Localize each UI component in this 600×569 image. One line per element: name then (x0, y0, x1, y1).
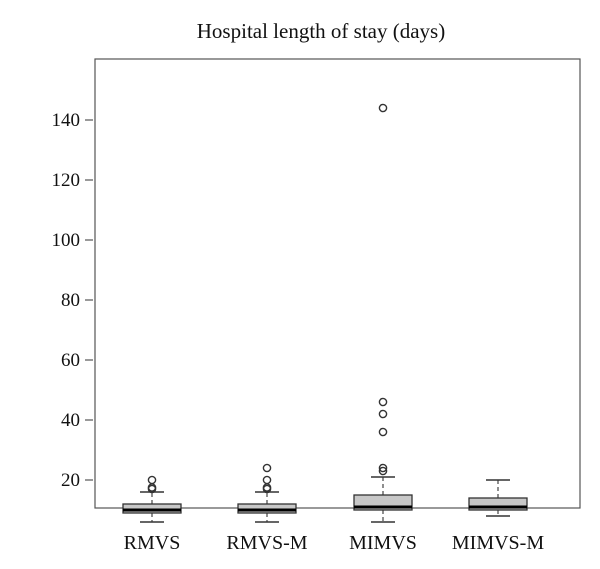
y-tick-label: 100 (52, 230, 81, 251)
outlier-point (378, 397, 388, 407)
y-tick-label: 40 (61, 410, 80, 431)
plot-frame (94, 58, 581, 509)
box-rmvs (122, 475, 182, 523)
y-tick-label: 80 (61, 290, 80, 311)
x-tick-label: RMVS (124, 532, 181, 554)
x-tick-label: RMVS-M (226, 532, 307, 554)
x-axis: RMVS RMVS-M MIMVS MIMVS-M (124, 532, 545, 554)
x-tick-label: MIMVS (349, 532, 417, 554)
outlier-point (378, 103, 388, 113)
y-axis: 20 40 60 80 100 120 140 (52, 110, 93, 491)
box-mimvs-m (468, 479, 528, 517)
outlier-point (262, 475, 272, 485)
outlier-point (378, 427, 388, 437)
outlier-point (262, 463, 272, 473)
y-tick-label: 120 (52, 170, 81, 191)
outlier-point (378, 466, 388, 476)
outlier-point (378, 463, 388, 473)
boxes-layer (122, 103, 528, 523)
box-rmvs-m (237, 463, 297, 523)
chart-title: Hospital length of stay (days) (197, 19, 445, 43)
box-mimvs (353, 103, 413, 523)
outlier-point (147, 475, 157, 485)
y-tick-label: 20 (61, 470, 80, 491)
y-tick-label: 60 (61, 350, 80, 371)
x-tick-label: MIMVS-M (452, 532, 544, 554)
y-tick-label: 140 (52, 110, 81, 131)
outlier-point (378, 409, 388, 419)
